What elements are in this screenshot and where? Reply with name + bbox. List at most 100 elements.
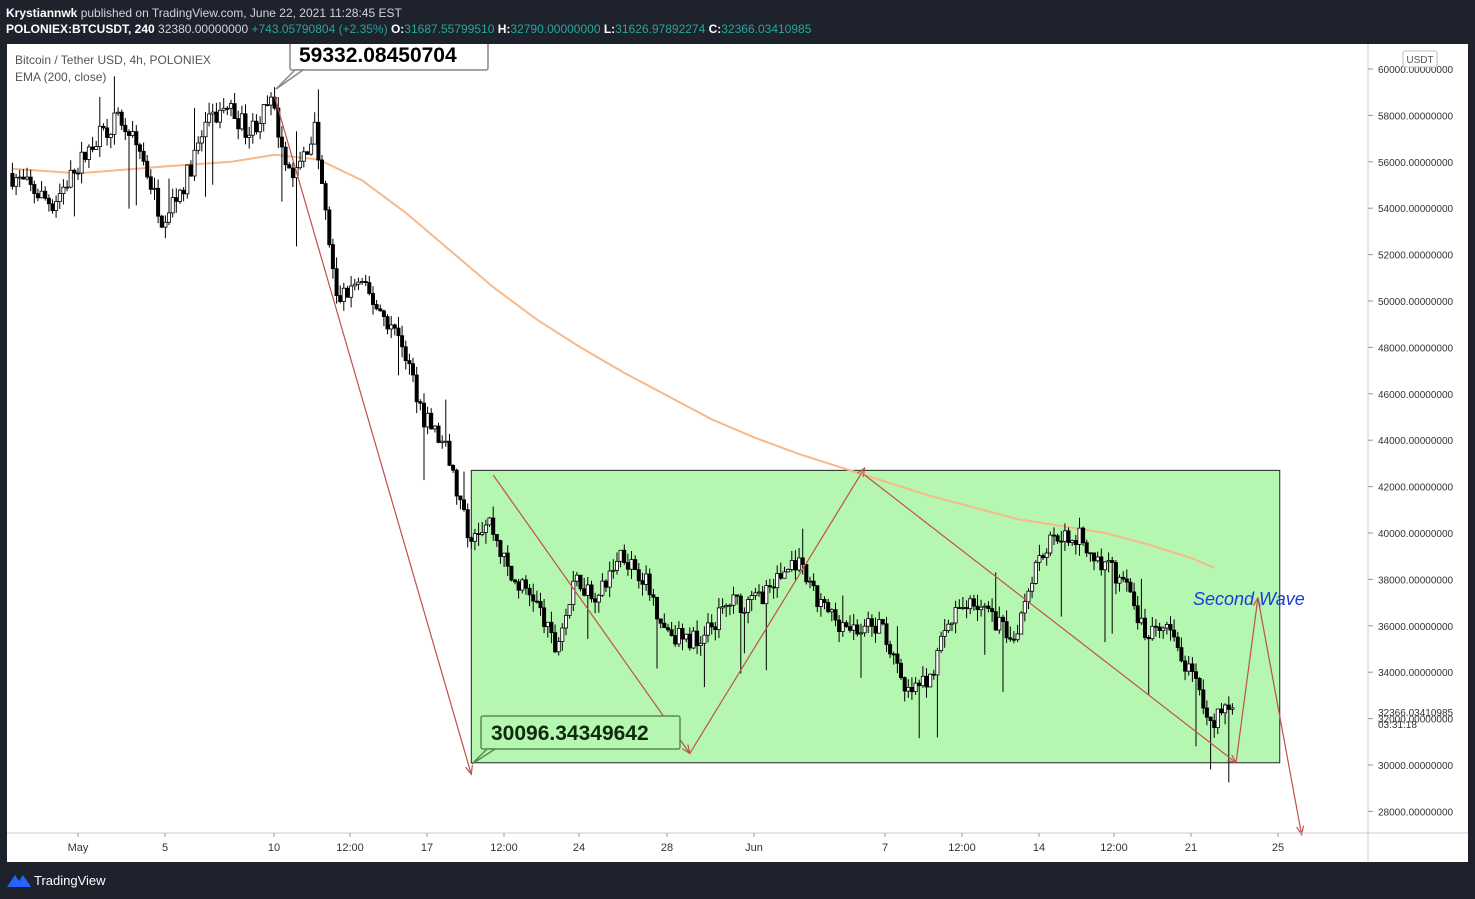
candle-body-up: [57, 193, 62, 203]
candle: [258, 116, 263, 140]
publish-info: Krystiannwk published on TradingView.com…: [6, 6, 402, 20]
author-name[interactable]: Krystiannwk: [6, 6, 78, 20]
currency-badge[interactable]: USDT: [1402, 50, 1438, 68]
candle: [461, 471, 466, 512]
candle: [899, 658, 904, 680]
candle-body-up: [1022, 601, 1027, 614]
candle-body-down: [516, 581, 521, 591]
candle-body-up: [942, 630, 947, 637]
candle-body-down: [917, 682, 922, 687]
tradingview-logo-icon[interactable]: [7, 873, 31, 887]
price-tick-label: 52000.00000000: [1378, 251, 1454, 262]
candle-body-down: [494, 534, 499, 541]
candle-body-down: [869, 618, 874, 627]
candle: [28, 169, 33, 192]
candle-body-up: [742, 611, 747, 614]
candle-body-down: [454, 469, 459, 497]
candle: [199, 130, 204, 152]
candle: [298, 151, 303, 170]
candle-body-up: [764, 585, 769, 605]
candle: [804, 564, 809, 585]
bar-countdown: 03:31:18: [1378, 720, 1417, 731]
close-value: 32366.03410985: [721, 22, 812, 36]
candle-body-up: [611, 569, 616, 572]
candle-body-down: [145, 160, 150, 178]
candle-body-down: [658, 618, 663, 624]
candle: [749, 590, 754, 612]
candle: [731, 586, 736, 614]
candle-body-up: [207, 113, 212, 123]
candle: [14, 173, 19, 196]
candle: [79, 141, 84, 184]
candle: [680, 623, 685, 651]
candle-body-up: [691, 630, 696, 649]
candle-body-down: [232, 103, 237, 119]
price-scale[interactable]: 28000.00000000 30000.00000000 32000.000000…: [1368, 65, 1454, 818]
candle: [68, 160, 73, 189]
candle: [1073, 534, 1078, 555]
candle: [185, 164, 190, 199]
time-tick-label: 10: [268, 842, 280, 854]
candle-body-up: [130, 131, 135, 136]
price-chart[interactable]: Bitcoin / Tether USD, 4h, POLONIEX EMA (…: [7, 44, 1468, 862]
candle-body-up: [24, 176, 29, 180]
candle: [782, 566, 787, 579]
time-tick-label: 12:00: [1100, 842, 1128, 854]
candle-body-up: [775, 573, 780, 589]
candle: [105, 119, 110, 146]
candle-body-up: [920, 675, 925, 687]
legend-indicator: EMA (200, close): [15, 70, 106, 84]
candle: [32, 180, 37, 204]
candle: [250, 113, 255, 144]
candle: [1121, 571, 1126, 583]
ema-200-line: [12, 153, 1215, 569]
candle: [429, 408, 434, 430]
candle: [374, 299, 379, 311]
candle: [793, 550, 798, 580]
candle-body-down: [990, 608, 995, 612]
candle: [658, 618, 663, 629]
candle: [891, 651, 896, 665]
candle: [112, 76, 117, 145]
candle: [1143, 608, 1148, 641]
candle: [673, 625, 678, 647]
candle: [549, 611, 554, 644]
candle-body-down: [90, 146, 95, 150]
candle-body-up: [556, 641, 561, 653]
candle-body-down: [1208, 716, 1213, 722]
candle-body-up: [1117, 576, 1122, 584]
high-price-callout[interactable]: 59332.08450704: [275, 44, 489, 90]
candle: [786, 568, 791, 573]
ema-layer: [12, 153, 1215, 569]
candle: [706, 613, 711, 643]
candle-body-down: [673, 635, 678, 645]
candle: [1066, 527, 1071, 546]
candle-body-up: [14, 177, 19, 187]
candle-body-down: [1226, 704, 1231, 710]
candle: [163, 215, 168, 239]
candle-body-up: [797, 557, 802, 571]
candle-body-down: [363, 280, 368, 283]
candle-body-up: [960, 607, 965, 609]
candle: [979, 599, 984, 617]
price-tick-label: 40000.00000000: [1378, 529, 1454, 540]
candle-body-down: [265, 104, 270, 106]
candle-body-up: [1106, 560, 1111, 563]
trend-arrowhead: [856, 466, 866, 478]
low-price-callout[interactable]: 30096.34349642: [471, 715, 681, 765]
candle: [695, 620, 700, 655]
tradingview-brand[interactable]: TradingView: [34, 873, 106, 888]
candle: [1022, 593, 1027, 622]
candle-body-up: [199, 136, 204, 144]
candle-body-down: [651, 594, 656, 598]
candle-body-down: [957, 607, 962, 609]
time-scale[interactable]: May 5 10 12:00 17 12:00 24 28 Jun 7 12:00 14 12:00 21…: [68, 833, 1285, 854]
candle-body-down: [909, 687, 914, 693]
candle-body-down: [891, 653, 896, 656]
candle-body-up: [170, 197, 175, 214]
candle-body-up: [545, 621, 550, 627]
candle-body-up: [600, 580, 605, 596]
candle: [564, 608, 569, 636]
candle-body-up: [94, 146, 99, 150]
candle-body-down: [873, 625, 878, 634]
